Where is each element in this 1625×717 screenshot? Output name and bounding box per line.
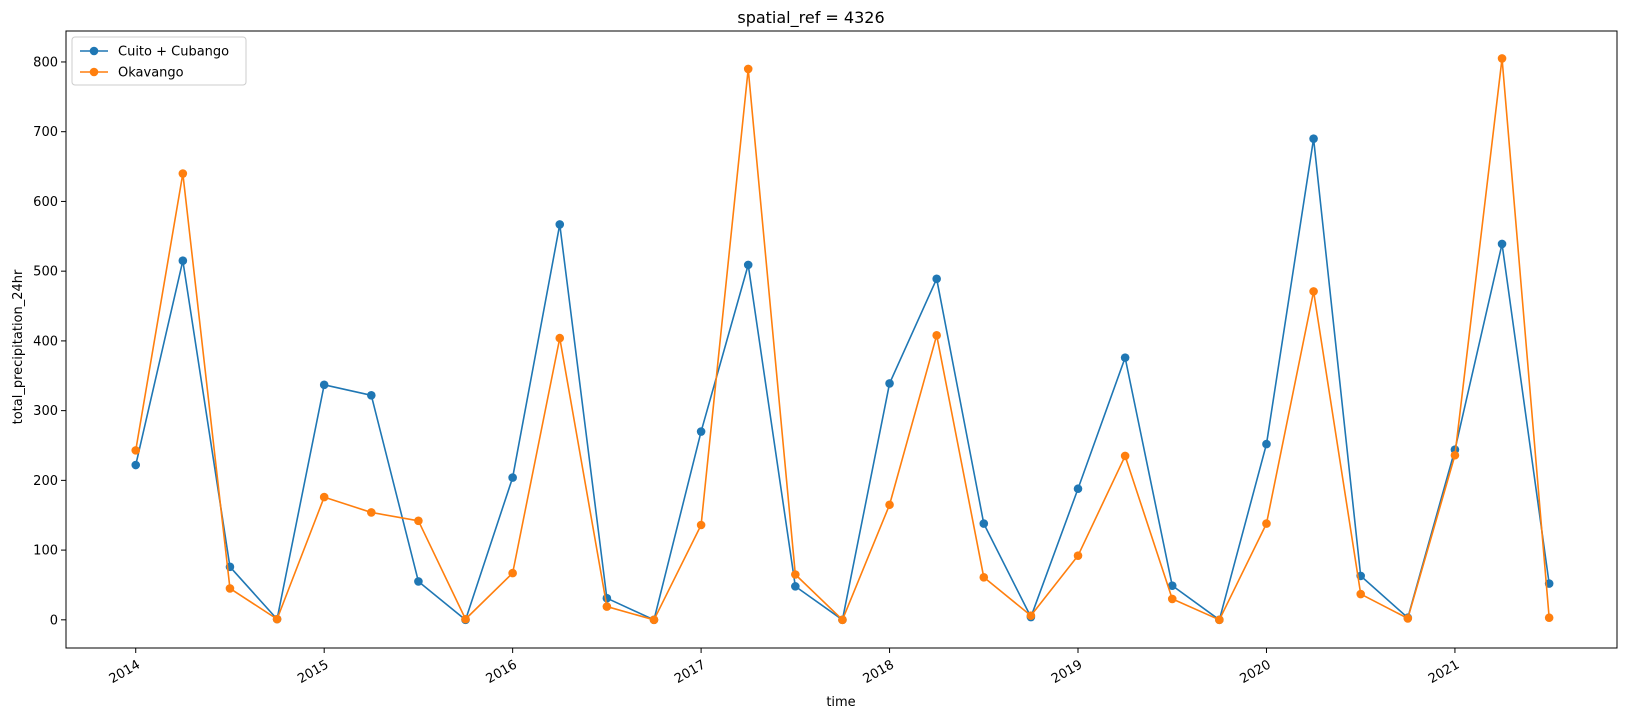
legend-label: Okavango [118, 66, 184, 81]
series-2 [131, 54, 1554, 625]
data-point [649, 615, 659, 625]
data-point [932, 274, 941, 284]
y-tick-label: 800 [33, 55, 58, 70]
data-point [225, 584, 235, 593]
data-point [272, 614, 282, 624]
data-point [743, 64, 753, 74]
y-tick-label: 300 [33, 404, 58, 419]
y-tick-label: 200 [33, 474, 58, 489]
data-point [508, 473, 517, 482]
data-point [696, 427, 706, 436]
data-point [1262, 519, 1271, 528]
data-point [1167, 594, 1177, 604]
y-tick-label: 400 [33, 334, 58, 349]
legend: Cuito + Cubango Okavango [71, 36, 247, 86]
data-point [979, 572, 989, 582]
data-point [696, 520, 706, 530]
y-tick-label: 500 [33, 265, 58, 280]
data-point [1309, 287, 1318, 296]
y-tick-label: 100 [33, 544, 58, 559]
data-point [1450, 450, 1460, 460]
data-point [743, 260, 753, 270]
data-point [461, 614, 470, 624]
chart-title: spatial_ref = 4326 [737, 8, 884, 28]
data-point [1026, 611, 1036, 620]
legend-box [71, 36, 247, 86]
data-point [414, 516, 423, 526]
x-axis-label: time [826, 695, 855, 710]
data-point [555, 333, 565, 343]
data-point [1356, 589, 1365, 599]
data-point [131, 460, 141, 470]
data-point [791, 570, 800, 579]
data-point [885, 379, 894, 388]
y-tick-label: 0 [50, 613, 58, 628]
data-point [1120, 353, 1130, 362]
data-point [1497, 239, 1507, 249]
data-point [319, 492, 329, 502]
data-point [1262, 439, 1271, 449]
legend-label: Cuito + Cubango [118, 45, 229, 60]
data-point [178, 256, 188, 266]
data-point [885, 500, 894, 510]
data-point [178, 169, 188, 178]
data-point [791, 582, 800, 591]
data-point [414, 577, 423, 586]
legend-marker [89, 46, 99, 56]
y-tick-label: 600 [33, 195, 58, 210]
data-point [319, 380, 329, 390]
data-point [932, 331, 941, 340]
data-point [602, 593, 612, 603]
data-point [1497, 54, 1507, 63]
y-axis-label: total_precipitation_24hr [11, 269, 26, 424]
axes-frame [65, 30, 1618, 649]
data-point [508, 568, 517, 578]
data-point [367, 390, 376, 400]
data-point [602, 602, 612, 611]
legend-marker [89, 67, 99, 77]
data-point [555, 220, 565, 229]
data-point [1167, 581, 1177, 590]
data-point [1215, 615, 1224, 625]
y-tick-label: 700 [33, 125, 58, 140]
data-point [1544, 613, 1554, 623]
data-point [979, 519, 989, 528]
data-point [1073, 551, 1083, 560]
data-point [131, 446, 141, 455]
data-point [367, 508, 376, 517]
data-point [838, 615, 847, 625]
data-point [1120, 451, 1130, 461]
data-point [1309, 134, 1318, 143]
data-point [1403, 614, 1413, 623]
data-point [1073, 484, 1083, 494]
